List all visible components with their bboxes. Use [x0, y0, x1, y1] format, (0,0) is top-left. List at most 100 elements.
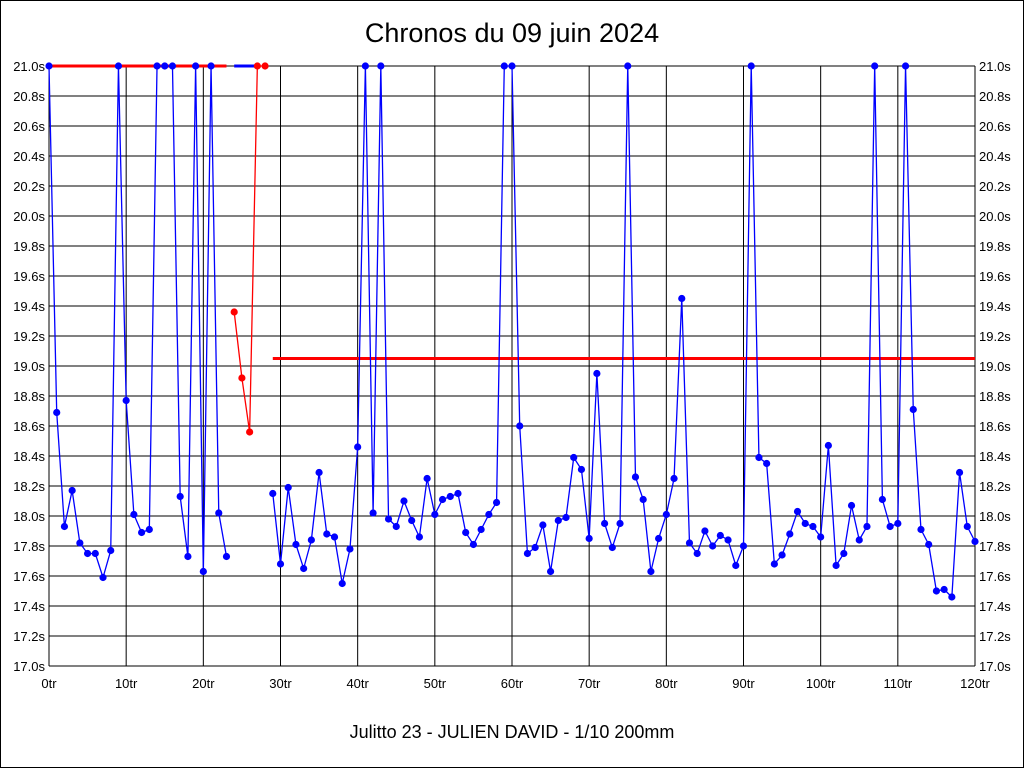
data-point [531, 543, 539, 552]
data-point [523, 549, 532, 558]
data-point [176, 492, 184, 501]
x-tick-label: 110tr [883, 676, 912, 691]
data-point [546, 567, 555, 576]
x-tick-label: 40tr [346, 676, 369, 691]
data-point [261, 62, 269, 70]
y-tick-label-right: 19.0s [979, 359, 1011, 374]
y-tick-label-left: 21.0s [13, 59, 45, 74]
data-point [91, 549, 99, 558]
data-point [68, 486, 76, 495]
y-tick-label-right: 17.6s [979, 569, 1011, 584]
data-point [577, 465, 586, 474]
data-point [685, 539, 694, 547]
data-point [639, 495, 647, 504]
data-point [909, 405, 917, 414]
data-point [431, 510, 439, 519]
data-point [45, 62, 53, 70]
data-point [60, 522, 69, 531]
data-point [539, 521, 547, 529]
data-point [709, 542, 717, 550]
x-tick-label: 120tr [960, 676, 990, 691]
data-point [107, 546, 115, 555]
y-tick-label-left: 17.0s [13, 659, 45, 674]
data-point [446, 492, 454, 501]
y-tick-label-left: 17.6s [13, 569, 45, 584]
data-point [585, 534, 593, 543]
y-tick-label-left: 19.2s [13, 329, 45, 344]
data-point [315, 468, 323, 477]
y-tick-label-left: 17.2s [13, 629, 45, 644]
data-point [801, 519, 809, 528]
data-point [53, 408, 61, 417]
data-point [122, 396, 130, 405]
data-point [500, 62, 508, 70]
data-point [222, 552, 231, 561]
data-point [423, 474, 431, 483]
y-tick-label-left: 20.4s [13, 149, 45, 164]
y-tick-label-left: 19.6s [13, 269, 45, 284]
data-point [462, 528, 470, 537]
y-tick-label-right: 17.4s [979, 599, 1011, 614]
x-tick-label: 10tr [115, 676, 138, 691]
data-point [917, 525, 925, 534]
data-point [570, 453, 578, 462]
data-point [763, 459, 771, 468]
data-point [747, 62, 755, 70]
data-point [300, 564, 308, 573]
data-point [330, 533, 339, 541]
data-point [786, 530, 794, 538]
data-point [384, 515, 393, 523]
data-point [963, 522, 971, 531]
y-tick-label-left: 17.4s [13, 599, 45, 614]
data-point [508, 62, 516, 70]
data-point [184, 552, 192, 561]
data-point [130, 510, 138, 519]
y-tick-label-right: 18.4s [979, 449, 1011, 464]
data-point [230, 308, 238, 316]
data-point [755, 453, 763, 462]
data-point [408, 516, 416, 525]
data-point [114, 62, 123, 70]
series-line [272, 65, 976, 599]
data-point [145, 525, 153, 534]
data-point [168, 62, 177, 70]
data-point [608, 543, 616, 552]
y-tick-label-left: 18.6s [13, 419, 45, 434]
data-point [724, 536, 732, 544]
data-point [377, 62, 385, 70]
data-point [886, 522, 894, 531]
x-tick-label: 80tr [655, 676, 678, 691]
x-tick-label: 100tr [806, 676, 836, 691]
data-point [901, 62, 910, 70]
x-tick-label: 60tr [501, 676, 524, 691]
y-tick-label-right: 18.6s [979, 419, 1011, 434]
data-point [855, 536, 863, 544]
data-point [438, 495, 447, 504]
data-point [647, 567, 655, 576]
data-point [215, 509, 223, 517]
data-point [76, 539, 84, 547]
data-point [153, 62, 161, 70]
data-point [701, 527, 709, 535]
data-point [392, 522, 400, 531]
y-tick-label-right: 21.0s [979, 59, 1011, 74]
y-tick-label-left: 20.6s [13, 119, 45, 134]
data-point [284, 483, 292, 492]
data-point [192, 62, 200, 70]
data-point [847, 501, 856, 510]
data-point [415, 533, 423, 541]
y-tick-label-left: 19.8s [13, 239, 45, 254]
data-point [955, 468, 964, 477]
data-point [354, 443, 362, 451]
data-point [485, 510, 493, 519]
data-point [138, 528, 146, 537]
data-point [338, 579, 346, 588]
data-point [678, 294, 686, 303]
y-tick-label-left: 18.4s [13, 449, 45, 464]
y-tick-label-right: 20.4s [979, 149, 1011, 164]
y-tick-label-right: 19.8s [979, 239, 1011, 254]
data-point [361, 62, 369, 70]
data-point [269, 489, 277, 498]
data-point [971, 537, 979, 546]
data-point [238, 374, 246, 382]
